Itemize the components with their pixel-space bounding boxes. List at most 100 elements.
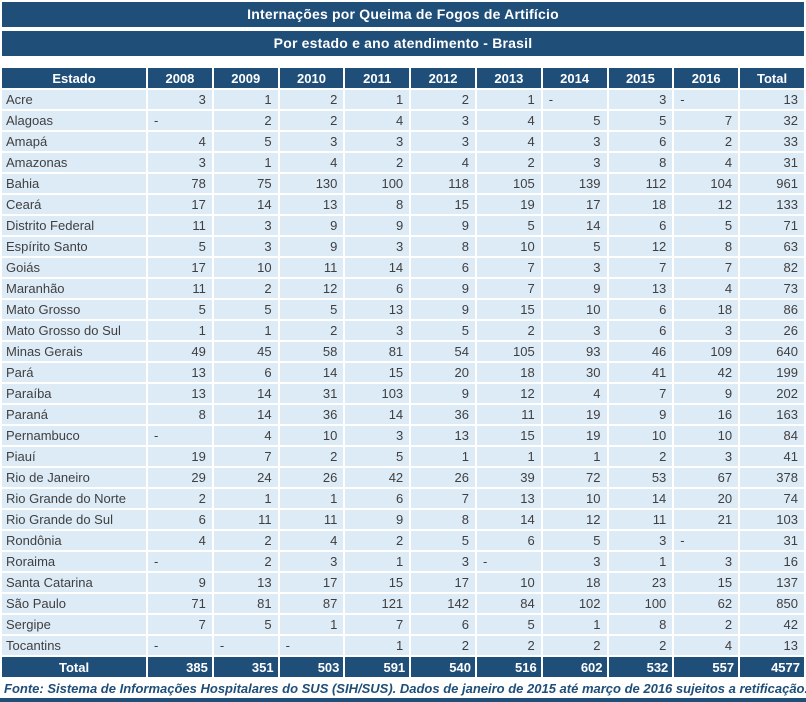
value-cell: 5: [213, 300, 278, 319]
value-cell: 13: [740, 636, 804, 655]
value-cell: 5: [476, 216, 541, 235]
value-cell: 1: [345, 90, 410, 109]
state-name-cell: Piauí: [2, 447, 147, 466]
value-cell: 8: [608, 153, 673, 172]
value-cell: 19: [476, 195, 541, 214]
value-cell: 1: [213, 90, 278, 109]
value-cell: 4: [476, 132, 541, 151]
source-footnote: Fonte: Sistema de Informações Hospitalar…: [4, 681, 806, 696]
value-cell: 2: [674, 615, 739, 634]
value-cell: 100: [608, 594, 673, 613]
value-cell: 13: [345, 300, 410, 319]
state-name-cell: Rio de Janeiro: [2, 468, 147, 487]
value-cell: 1: [542, 615, 607, 634]
value-cell: 10: [476, 237, 541, 256]
value-cell: 49: [148, 342, 212, 361]
value-cell: 2: [345, 153, 410, 172]
table-row: Amazonas 3 1 4 2 4 2 3 8 4 31: [2, 153, 804, 172]
total-value-cell: 602: [542, 657, 607, 677]
value-cell: 1: [542, 447, 607, 466]
value-cell: 6: [608, 132, 673, 151]
value-cell: 4: [345, 111, 410, 130]
state-name-cell: Amazonas: [2, 153, 147, 172]
table-row: Minas Gerais 49 45 58 81 54 105 93 46 109 640: [2, 342, 804, 361]
state-name-cell: Pará: [2, 363, 147, 382]
value-cell: 2: [608, 447, 673, 466]
value-cell: 7: [476, 279, 541, 298]
value-cell: 14: [213, 384, 278, 403]
value-cell: 63: [740, 237, 804, 256]
value-cell: 6: [608, 321, 673, 340]
value-cell: 13: [213, 573, 278, 592]
column-header: 2013: [476, 68, 541, 88]
column-header: 2010: [279, 68, 344, 88]
data-table: Estado 2008 2009 2010 2011 2012 2013 2014 2015 20…: [0, 66, 806, 679]
value-cell: 6: [608, 216, 673, 235]
value-cell: 2: [279, 447, 344, 466]
value-cell: 42: [740, 615, 804, 634]
value-cell: -: [279, 636, 344, 655]
value-cell: 640: [740, 342, 804, 361]
value-cell: 8: [674, 237, 739, 256]
value-cell: 13: [279, 195, 344, 214]
value-cell: 3: [213, 216, 278, 235]
value-cell: 20: [674, 489, 739, 508]
value-cell: 41: [608, 363, 673, 382]
total-value-cell: 540: [411, 657, 475, 677]
value-cell: 9: [411, 384, 475, 403]
value-cell: 4: [148, 531, 212, 550]
value-cell: 71: [740, 216, 804, 235]
value-cell: 6: [411, 258, 475, 277]
value-cell: 7: [411, 489, 475, 508]
value-cell: 12: [674, 195, 739, 214]
value-cell: 118: [411, 174, 475, 193]
value-cell: 5: [542, 237, 607, 256]
state-name-cell: Rondônia: [2, 531, 147, 550]
value-cell: 5: [476, 615, 541, 634]
value-cell: -: [542, 90, 607, 109]
value-cell: 4: [542, 384, 607, 403]
value-cell: 42: [345, 468, 410, 487]
value-cell: 3: [542, 258, 607, 277]
value-cell: 11: [279, 258, 344, 277]
value-cell: 9: [542, 279, 607, 298]
value-cell: 9: [411, 216, 475, 235]
value-cell: 6: [476, 531, 541, 550]
value-cell: 202: [740, 384, 804, 403]
table-row: Mato Grosso 5 5 5 13 9 15 10 6 18 86: [2, 300, 804, 319]
value-cell: 18: [476, 363, 541, 382]
value-cell: 72: [542, 468, 607, 487]
table-row: Sergipe 7 5 1 7 6 5 1 8 2 42: [2, 615, 804, 634]
table-row: Rio Grande do Sul 6 11 11 9 8 14 12 11 21 103: [2, 510, 804, 529]
value-cell: 2: [476, 153, 541, 172]
table-row: Amapá 4 5 3 3 3 4 3 6 2 33: [2, 132, 804, 151]
value-cell: 103: [345, 384, 410, 403]
column-header: 2012: [411, 68, 475, 88]
value-cell: 1: [345, 636, 410, 655]
value-cell: 5: [608, 111, 673, 130]
value-cell: 199: [740, 363, 804, 382]
state-name-cell: Espírito Santo: [2, 237, 147, 256]
value-cell: 4: [674, 279, 739, 298]
value-cell: 62: [674, 594, 739, 613]
value-cell: 7: [476, 258, 541, 277]
value-cell: 26: [740, 321, 804, 340]
value-cell: 9: [345, 510, 410, 529]
value-cell: 109: [674, 342, 739, 361]
value-cell: 5: [148, 300, 212, 319]
value-cell: 1: [345, 552, 410, 571]
table-row: Ceará 17 14 13 8 15 19 17 18 12 133: [2, 195, 804, 214]
value-cell: 5: [345, 447, 410, 466]
value-cell: 139: [542, 174, 607, 193]
value-cell: 3: [542, 132, 607, 151]
value-cell: 46: [608, 342, 673, 361]
value-cell: 9: [608, 405, 673, 424]
state-name-cell: Minas Gerais: [2, 342, 147, 361]
value-cell: 14: [542, 216, 607, 235]
table-header-row: Estado 2008 2009 2010 2011 2012 2013 2014 2015 20…: [2, 68, 804, 88]
state-name-cell: Ceará: [2, 195, 147, 214]
value-cell: 14: [279, 363, 344, 382]
value-cell: 6: [345, 489, 410, 508]
value-cell: 84: [476, 594, 541, 613]
value-cell: 10: [608, 426, 673, 445]
